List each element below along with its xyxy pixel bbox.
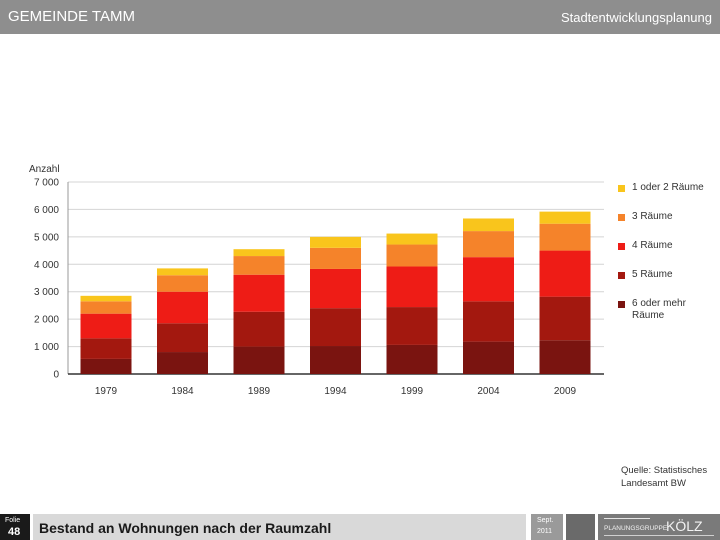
x-tick-label: 1979 [95,386,118,397]
slide-number-box: Folie 48 [0,514,30,540]
bars [80,211,591,374]
planungsgruppe-kolz-logo: PLANUNGSGRUPPE KÖLZ [604,517,714,536]
legend-swatch [618,301,625,308]
bar-segment-1979-2 [80,313,132,339]
date-year: 2011 [537,528,553,535]
bar-segment-1999-3 [386,244,438,267]
bar-segment-1984-0 [157,352,208,374]
bar-segment-1989-0 [233,346,285,374]
bar-segment-2009-2 [539,250,591,297]
slide-label: Folie [5,517,21,524]
y-tick-label: 7 000 [34,178,59,189]
slide-title-box: Bestand an Wohnungen nach der Raumzahl [33,514,526,540]
bar-segment-2004-3 [463,231,514,258]
legend-label: 1 oder 2 Räume [632,182,704,193]
department-title: Stadtentwicklungsplanung [560,10,712,25]
y-tick-label: 1 000 [34,342,59,353]
x-tick-label: 1999 [401,386,424,397]
bar-segment-1994-3 [310,247,361,269]
y-tick-label: 5 000 [34,232,59,243]
x-tick-label: 1994 [324,386,347,397]
bar-segment-2004-4 [463,218,514,232]
bar-segment-1984-1 [157,323,208,353]
bar-segment-1999-1 [386,307,438,345]
legend-swatch [618,243,625,250]
legend-swatch [618,272,625,279]
bar-segment-1989-1 [233,311,285,347]
bar-segment-1994-2 [310,268,361,309]
header-bar: GEMEINDE TAMM Stadtentwicklungsplanung [0,0,720,34]
bar-segment-1984-2 [157,291,208,324]
y-tick-label: 3 000 [34,287,59,298]
bar-segment-1999-2 [386,266,438,308]
y-tick-label: 0 [53,370,59,381]
date-box: Sept. 2011 [531,514,563,540]
x-tick-label: 1984 [171,386,194,397]
bar-segment-2004-1 [463,301,514,342]
bar-segment-2009-3 [539,223,591,251]
bar-segment-1984-3 [157,275,208,292]
bar-segment-1979-4 [80,295,132,302]
bar-segment-2009-1 [539,296,591,341]
bar-segment-1999-4 [386,233,438,245]
y-axis-label: Anzahl [29,164,60,175]
date-month: Sept. [537,517,554,524]
bar-segment-1994-0 [310,346,361,374]
bar-segment-2004-2 [463,257,514,302]
bar-segment-2009-0 [539,340,591,374]
bar-segment-1989-3 [233,256,285,275]
slide-number: 48 [8,526,21,538]
bar-segment-1994-1 [310,308,361,347]
slide-title: Bestand an Wohnungen nach der Raumzahl [39,520,332,536]
footer-spacer [566,514,595,540]
logo-text: KÖLZ [666,517,703,534]
legend-label: 4 Räume [632,240,673,251]
y-tick-label: 2 000 [34,315,59,326]
y-tick-label: 4 000 [34,260,59,271]
bar-segment-1979-3 [80,301,132,314]
municipality-title: GEMEINDE TAMM [8,8,135,25]
bar-segment-1994-4 [310,236,361,248]
bar-segment-1989-2 [233,274,285,312]
bar-segment-1989-4 [233,249,285,257]
x-tick-label: 2004 [477,386,500,397]
bar-segment-2009-4 [539,211,591,224]
bar-segment-1979-1 [80,338,132,359]
bar-segment-2004-0 [463,341,514,374]
bar-segment-1984-4 [157,268,208,276]
footer-bar: Folie 48 Bestand an Wohnungen nach der R… [0,514,720,540]
legend-label: 3 Räume [632,211,673,222]
x-tick-label: 1989 [248,386,271,397]
y-tick-label: 6 000 [34,205,59,216]
legend-swatch [618,214,625,221]
source-note: Quelle: Statistisches Landesamt BW [621,465,708,489]
logo-box: PLANUNGSGRUPPE KÖLZ [598,514,720,540]
bar-segment-1999-0 [386,344,438,374]
tick-labels: Anzahl 0 1 000 2 000 3 000 4 000 5 000 6 000 7 0… [29,164,577,397]
bar-segment-1979-0 [80,358,132,374]
legend-label: 6 oder mehr Räume [632,298,686,321]
x-tick-label: 2009 [554,386,577,397]
legend-swatch [618,185,625,192]
legend-label: 5 Räume [632,269,673,280]
logo-subtext: PLANUNGSGRUPPE [604,525,668,532]
